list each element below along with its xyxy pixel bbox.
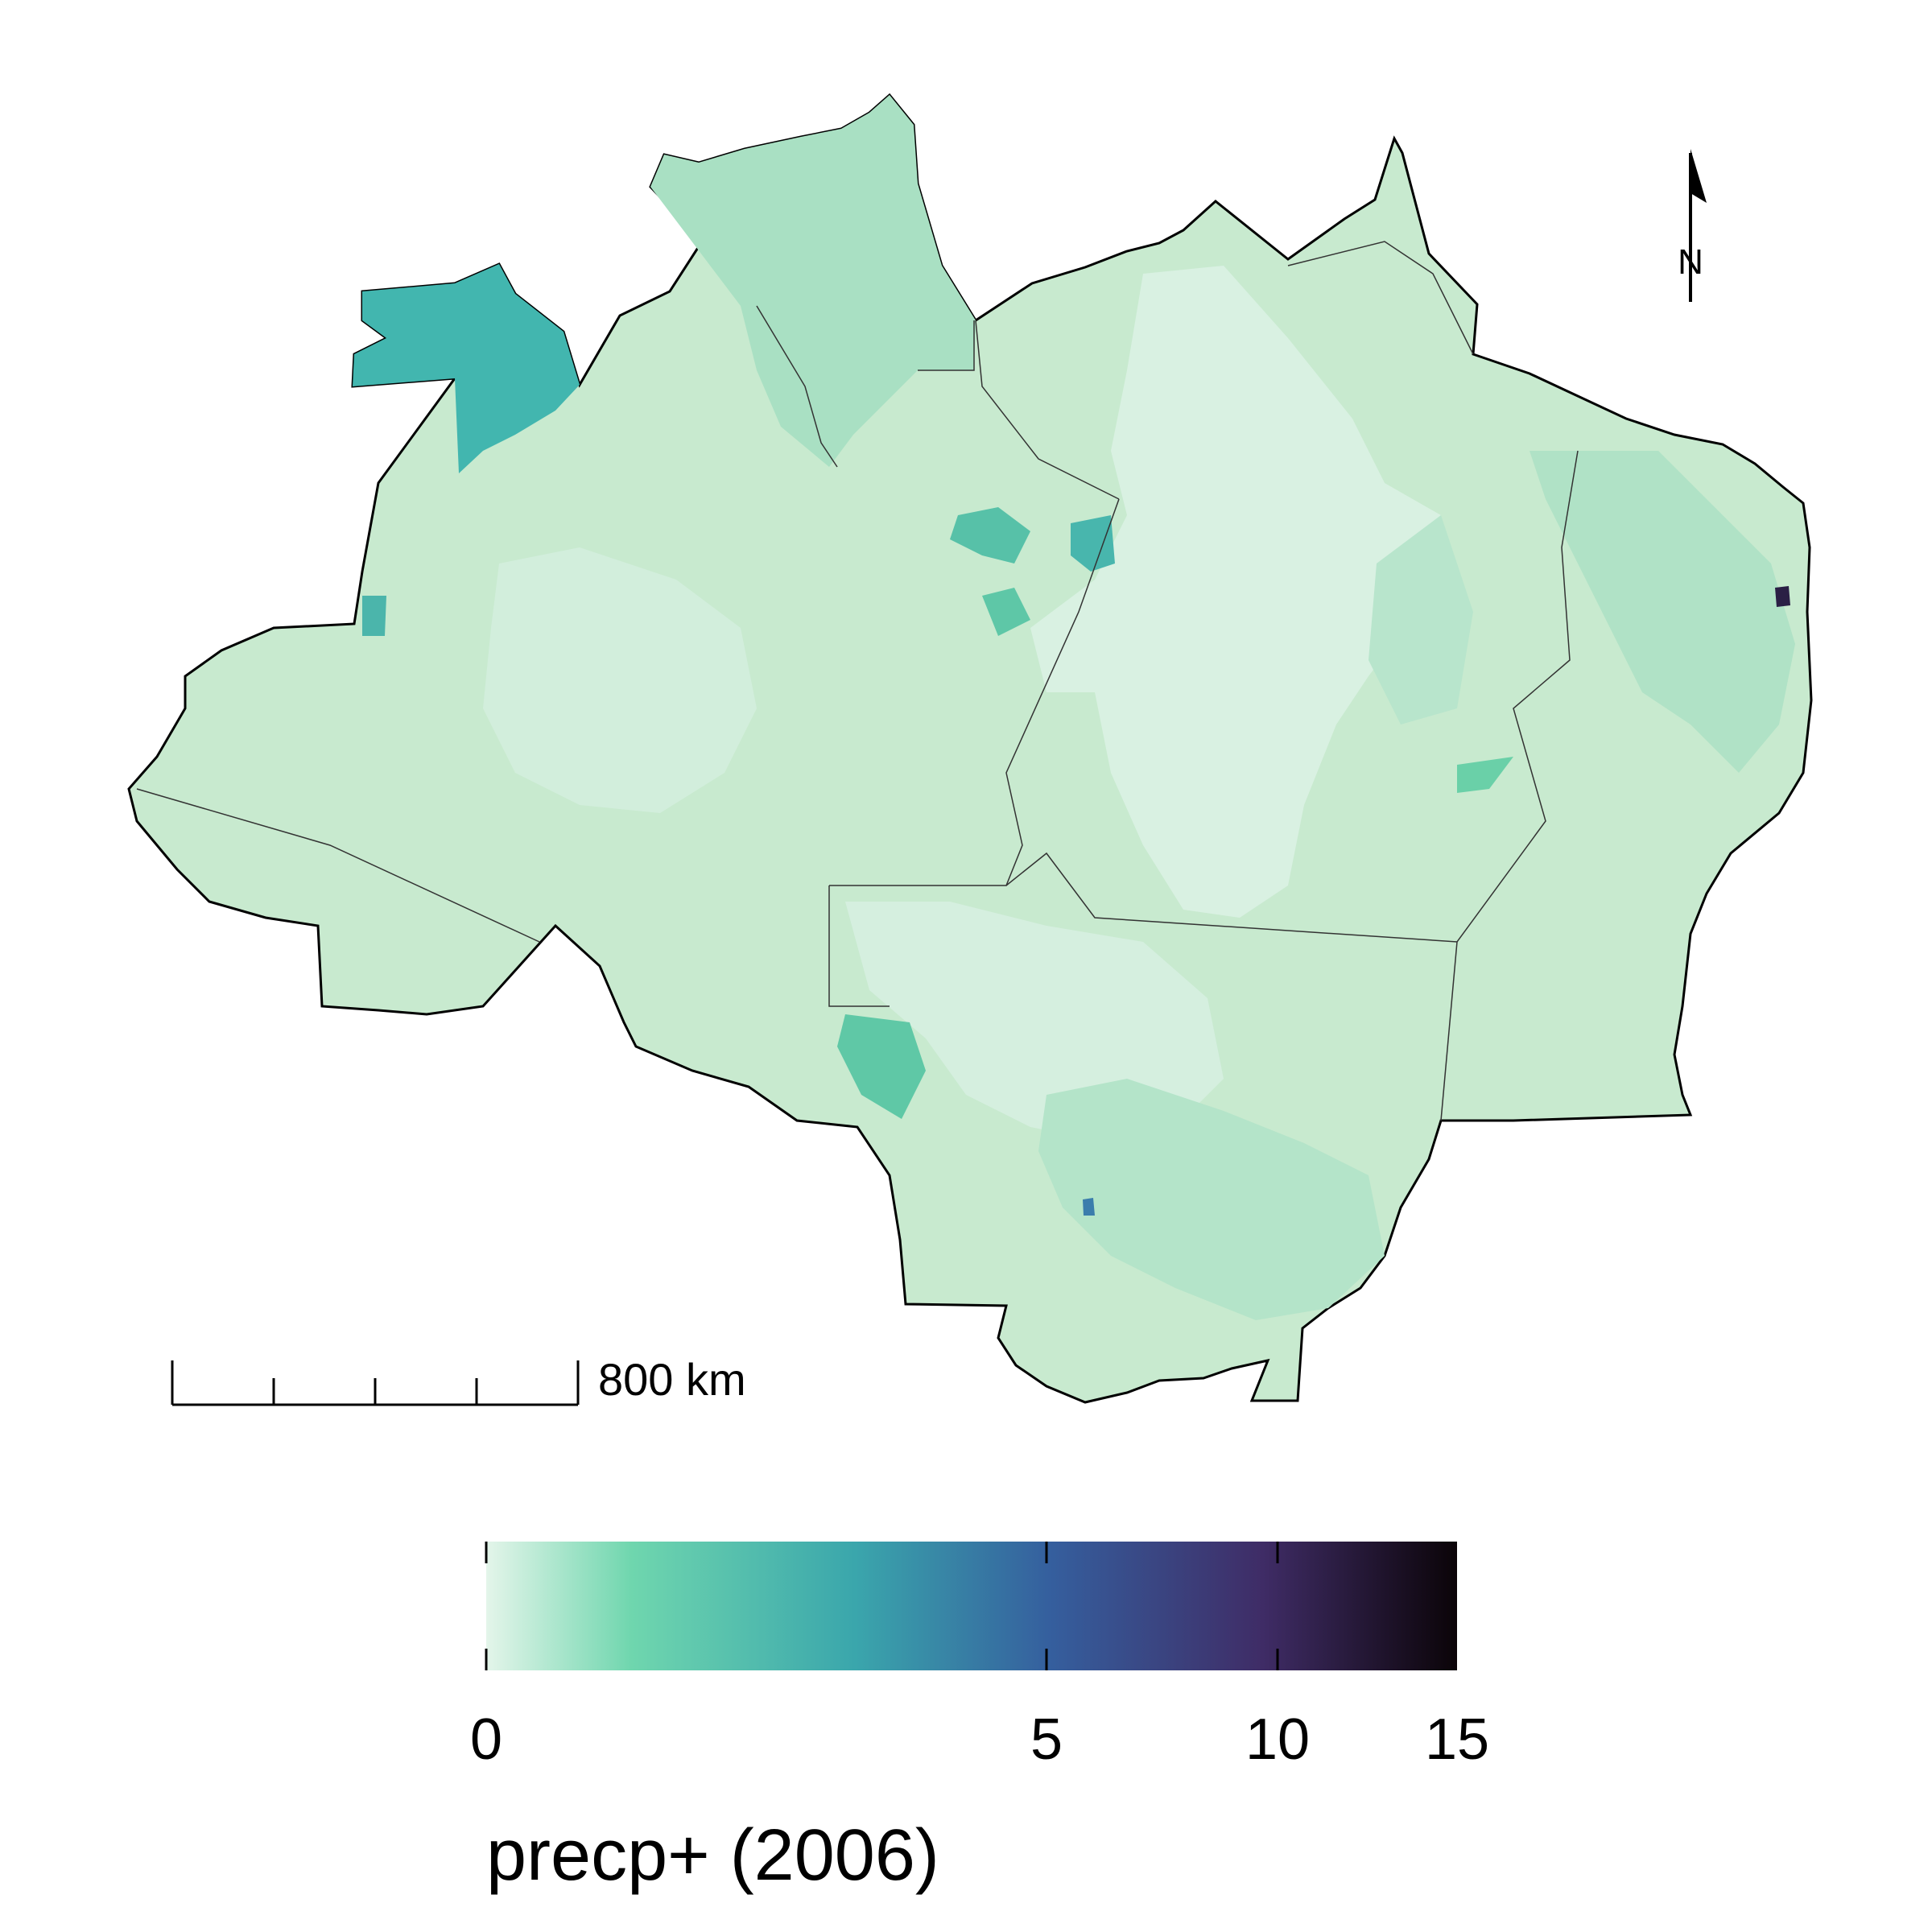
legend-tick-label-5: 5 xyxy=(1030,1707,1063,1772)
region-medium-ma xyxy=(1530,451,1795,773)
region-medium-pa xyxy=(1368,515,1473,724)
region-teal-amazonas xyxy=(353,264,580,473)
legend-title: precp+ (2006) xyxy=(486,1815,939,1896)
legend-colorbar xyxy=(486,1542,1457,1670)
region-medium-mt xyxy=(1038,1079,1385,1320)
region-teal-patch-2 xyxy=(1071,515,1115,572)
region-blue-patch xyxy=(1083,1198,1095,1216)
legend-ticks xyxy=(485,1542,1279,1670)
legend: 0 5 10 15 precp+ (2006) xyxy=(470,1542,1489,1896)
legend-tick-label-10: 10 xyxy=(1245,1707,1310,1772)
region-teal-patch-4 xyxy=(837,1014,926,1119)
region-light-central xyxy=(1030,266,1441,918)
region-teal-patch-5 xyxy=(362,596,386,636)
region-teal-patch-6 xyxy=(1457,757,1513,793)
map-area xyxy=(127,93,1813,1404)
region-dark-patch xyxy=(1775,586,1790,607)
region-medium-roraima xyxy=(650,95,976,467)
state-boundaries xyxy=(136,241,1579,1121)
scale-bar-label: 800 km xyxy=(598,1354,746,1405)
north-arrow-icon xyxy=(1690,149,1707,203)
scale-bar xyxy=(171,1360,580,1406)
region-light-west xyxy=(483,547,757,813)
region-teal-patch-1 xyxy=(950,507,1030,564)
legend-tick-label-15: 15 xyxy=(1425,1707,1489,1772)
legend-tick-label-0: 0 xyxy=(470,1707,502,1772)
region-teal-patch-3 xyxy=(982,588,1030,636)
north-arrow: N xyxy=(1678,149,1707,302)
north-arrow-label: N xyxy=(1678,242,1703,282)
